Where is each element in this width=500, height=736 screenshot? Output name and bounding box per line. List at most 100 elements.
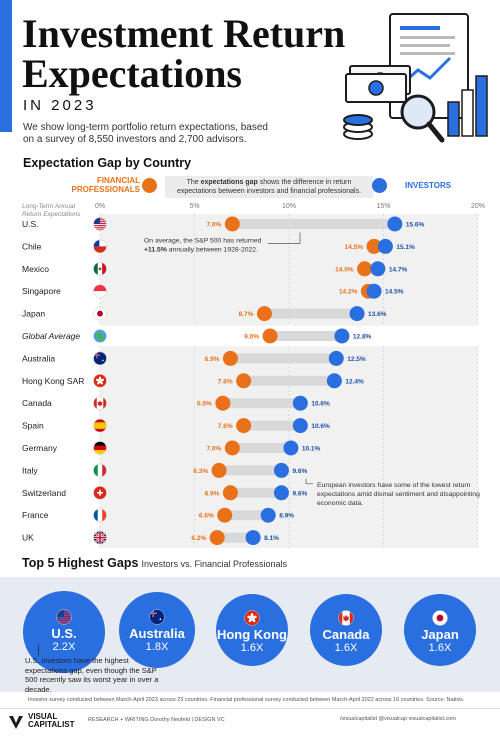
axis-title-line-1: Long-Term Annual (22, 203, 76, 210)
globe-flag-icon (93, 329, 107, 343)
country-label: Chile (22, 241, 42, 251)
europe-annotation-leader (305, 478, 313, 485)
au-flag (149, 609, 165, 625)
gap-bar (264, 308, 358, 319)
credits: RESEARCH + WRITING Dorothy Neufeld | DES… (88, 717, 225, 723)
country-label: Mexico (22, 264, 49, 274)
source-note: Investor survey conducted between March-… (28, 697, 465, 703)
financial-dot (222, 350, 238, 366)
chart-row: Chile 14.5% 15.1% (22, 238, 415, 254)
investors-dot (292, 418, 308, 434)
financial-value-label: 14.2% (339, 289, 358, 296)
bubble-country-name: Japan (421, 627, 459, 643)
chart-row: U.S. 7.0% 15.6% (22, 216, 424, 232)
ca-flag-icon (338, 610, 354, 626)
section-title-gap: Expectation Gap by Country (23, 156, 192, 170)
financial-value-label: 7.6% (218, 423, 233, 430)
top5-title: Top 5 Highest Gaps (22, 556, 139, 570)
x-tick-label: 10% (282, 203, 296, 210)
ca-flag-icon (93, 396, 107, 410)
financial-value-label: 7.0% (206, 222, 221, 229)
sp500-annotation-line-1: On average, the S&P 500 has returned (144, 237, 262, 244)
investors-value-label: 12.5% (347, 356, 366, 363)
global-average-band (0, 325, 500, 347)
chart-row: Canada 6.5% 10.6% (22, 395, 330, 411)
investors-value-label: 15.1% (396, 244, 415, 251)
financial-dot (224, 440, 240, 456)
gap-bar (270, 331, 342, 341)
country-label: France (22, 510, 49, 520)
social-links[interactable]: /visualcapitalist @visualcap visualcapit… (340, 716, 456, 722)
financial-dot (357, 261, 373, 277)
bubble-gap-ratio: 2.2X (52, 641, 76, 654)
financial-value-label: 6.3% (193, 468, 208, 475)
legend-investors-label: INVESTORS (405, 181, 452, 190)
sp500-annotation-line-2: annually between 1928-2022. (167, 246, 258, 253)
bubble-country-name: Hong Kong (216, 627, 288, 643)
gap-bar (224, 510, 269, 521)
chart-row: UK 6.2% 8.1% (22, 530, 279, 546)
country-label: Italy (22, 465, 38, 475)
us-flag-icon (56, 609, 72, 624)
page-title: Investment Return Expectations (22, 14, 362, 94)
chart-row: France 6.6% 8.9% (22, 507, 294, 523)
hk-flag (244, 610, 260, 626)
expectation-gap-chart: Long-Term Annual Return Expectations 0% 5% 1… (0, 203, 500, 548)
legend-financial-dot (142, 178, 157, 193)
au-flag-icon (93, 351, 107, 365)
legend-note-bold: expectations gap (200, 179, 258, 186)
financial-dot (256, 306, 272, 322)
x-tick-label: 15% (376, 203, 390, 210)
gb-flag-icon (93, 531, 107, 545)
investors-dot (328, 350, 344, 366)
vc-logo-icon (9, 716, 23, 729)
jp-flag-icon (432, 610, 448, 626)
gap-bar (230, 353, 337, 364)
axis-title: Long-Term Annual Return Expectations (22, 203, 81, 218)
legend-financial-line-1: FINANCIAL (96, 176, 140, 185)
financial-dot (217, 507, 233, 523)
chart-row: Mexico 14.0% 14.7% (22, 261, 407, 277)
jp-flag (432, 610, 448, 626)
magnifier-icon (400, 94, 445, 143)
financial-value-label: 6.6% (199, 513, 214, 520)
country-label: Canada (22, 398, 52, 408)
financial-value-label: 6.9% (205, 490, 220, 497)
europe-annotation-line: expectations amid dismal sentiment and d… (317, 491, 480, 498)
bubble-country-name: U.S. (51, 626, 77, 642)
legend-note: The expectations gap shows the differenc… (165, 176, 373, 198)
investors-dot (245, 530, 261, 546)
gap-bar (230, 487, 282, 498)
logo-text: VISUAL CAPITALIST (28, 713, 75, 729)
investors-value-label: 9.6% (292, 490, 307, 497)
investors-value-label: 10.1% (302, 446, 321, 453)
cash-stack-icon (345, 65, 411, 103)
coin-stack-icon (343, 114, 373, 140)
section-title-top5: Top 5 Highest Gaps Investors vs. Financia… (22, 556, 287, 570)
financial-value-label: 8.7% (239, 311, 254, 318)
country-label: Hong Kong SAR (22, 376, 84, 386)
investors-dot (292, 395, 308, 411)
ch-flag-icon (93, 486, 107, 500)
intro-text: We show long-term portfolio return expec… (23, 122, 268, 145)
financial-value-label: 6.5% (197, 401, 212, 408)
investors-value-label: 10.6% (311, 423, 330, 430)
legend-note-pre: The (186, 179, 201, 186)
bubble-country-name: Canada (322, 627, 370, 643)
cl-flag-icon (93, 239, 107, 253)
legend-note-post: shows the difference in return expectati… (176, 179, 362, 195)
footer: VISUAL CAPITALIST RESEARCH + WRITING Dor… (0, 708, 500, 736)
logo-line-1: VISUAL (28, 712, 58, 721)
country-label: Japan (22, 309, 45, 319)
investors-value-label: 8.9% (279, 513, 294, 520)
investors-dot (349, 306, 365, 322)
mx-flag-icon (93, 262, 107, 276)
top5-bubble: U.S. 2.2X (23, 591, 105, 673)
investors-dot (366, 283, 382, 299)
bubble-gap-ratio: 1.8X (145, 641, 169, 654)
financial-value-label: 14.0% (335, 266, 354, 273)
financial-dot (224, 216, 240, 232)
hero-illustration (343, 13, 488, 143)
legend-financial-line-2: PROFESSIONALS (71, 185, 140, 194)
investors-value-label: 8.1% (264, 535, 279, 542)
